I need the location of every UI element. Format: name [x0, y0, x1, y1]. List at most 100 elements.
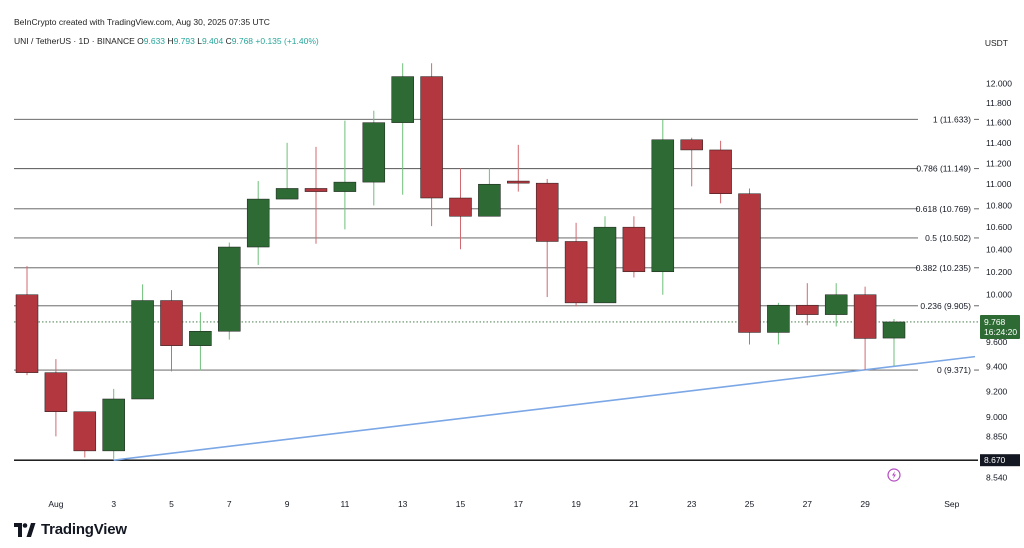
candle-body [362, 122, 386, 183]
candle-body [304, 188, 328, 192]
close-label: C [225, 36, 232, 46]
bearish-candle [449, 168, 472, 250]
bearish-candle [564, 222, 588, 307]
close-value: 9.768 [231, 36, 254, 46]
candle-body [333, 181, 357, 192]
y-tick-label: 9.600 [986, 337, 1008, 347]
current-price-tag [980, 314, 1020, 339]
x-tick-label: 21 [629, 499, 639, 509]
y-tick-label: 8.850 [986, 431, 1008, 441]
bearish-candle [73, 411, 97, 458]
y-tick-label: 11.800 [986, 98, 1012, 108]
fib-level-label: 0.236 (9.905) [920, 301, 971, 311]
bullish-candle [824, 283, 848, 327]
bearish-candle [796, 283, 819, 326]
candle-body [738, 193, 761, 333]
y-tick-label: 11.000 [986, 179, 1012, 189]
x-tick-label: 5 [169, 499, 174, 509]
candle-body [796, 304, 819, 315]
price-change: +0.135 (+1.40%) [255, 36, 319, 46]
bearish-candle [507, 144, 530, 192]
y-tick-label: 11.400 [986, 138, 1012, 148]
x-tick-label: 13 [398, 499, 408, 509]
y-tick-label: 9.400 [986, 361, 1008, 371]
x-tick-label: 17 [514, 499, 524, 509]
bullish-candle [218, 242, 241, 340]
fib-level-label: 0.382 (10.235) [916, 263, 971, 273]
lightning-icon [892, 471, 896, 480]
candle-body [507, 180, 530, 184]
bearish-candle [304, 146, 328, 244]
x-tick-label: 23 [687, 499, 697, 509]
y-tick-label: 9.000 [986, 412, 1008, 422]
candle-body [73, 411, 97, 452]
bearish-candle [853, 286, 877, 371]
x-tick-label: Sep [944, 499, 959, 509]
candlestick-chart[interactable]: 1 (11.633) 0.786 (11.149) 0.618 (10.769) 0.… [0, 0, 1024, 520]
high-value: 9.793 [173, 36, 195, 46]
bullish-candle [478, 168, 501, 217]
bearish-candle [709, 140, 732, 204]
candle-body [824, 294, 848, 315]
candle-body [709, 149, 732, 194]
candle-body [218, 246, 241, 332]
y-axis[interactable]: 12.000 11.800 11.600 11.400 11.200 11.000 10.8… [986, 78, 1012, 482]
y-tick-label: 8.540 [986, 473, 1008, 483]
tradingview-logo-icon [14, 522, 36, 537]
candle-body [853, 294, 877, 339]
x-axis[interactable]: Aug 3 5 7 9 11 13 15 17 19 21 23 25 27 29 Sep [48, 499, 959, 509]
x-tick-label: 7 [227, 499, 232, 509]
bearish-candle [738, 188, 761, 345]
candle-body [246, 198, 270, 248]
symbol-ohlc-legend[interactable]: UNI / TetherUS · 1D · BINANCE O9.633 H9.… [14, 36, 319, 46]
candle-body [535, 182, 559, 242]
candle-body [767, 304, 790, 333]
bullish-candle [102, 388, 125, 459]
bullish-candle [333, 120, 357, 230]
bearish-candle [160, 290, 183, 372]
open-label: O [137, 36, 144, 46]
y-tick-label: 9.200 [986, 386, 1008, 396]
y-tick-label: 11.600 [986, 118, 1012, 128]
x-tick-label: 29 [860, 499, 870, 509]
currency-label[interactable]: USDT [984, 38, 1008, 48]
x-tick-label: 3 [111, 499, 116, 509]
x-tick-label: 11 [340, 499, 349, 509]
countdown-label: 16:24:20 [984, 327, 1017, 337]
fibonacci-levels: 1 (11.633) 0.786 (11.149) 0.618 (10.769) 0.… [14, 114, 1020, 467]
candle-body [420, 76, 443, 199]
candle-body [131, 300, 154, 400]
y-tick-label: 10.800 [986, 200, 1012, 210]
candle-body [275, 188, 299, 200]
support-price-label: 8.670 [984, 455, 1006, 465]
candle-body [44, 372, 68, 412]
y-tick-label: 10.600 [986, 222, 1012, 232]
candle-body [593, 226, 617, 304]
open-value: 9.633 [143, 36, 166, 46]
bearish-candle [622, 216, 646, 278]
candle-body [189, 330, 212, 346]
symbol-label[interactable]: UNI / TetherUS · 1D · BINANCE [14, 36, 135, 46]
y-tick-label: 10.000 [986, 290, 1012, 300]
fib-level-label: 0.618 (10.769) [916, 204, 971, 214]
bullish-candle [246, 181, 270, 265]
x-tick-label: 27 [803, 499, 813, 509]
x-tick-label: 15 [456, 499, 466, 509]
support-price-tag [980, 454, 1020, 467]
high-label: H [167, 36, 174, 46]
bearish-candle [15, 266, 39, 376]
fib-level-label: 1 (11.633) [933, 114, 971, 124]
candle-body [15, 294, 39, 373]
bullish-candle [593, 216, 617, 304]
bullish-candle [362, 110, 386, 206]
bullish-candle [882, 318, 906, 366]
y-tick-label: 10.400 [986, 244, 1012, 254]
candle-body [564, 241, 588, 304]
x-tick-label: Aug [48, 499, 63, 509]
candle-body [391, 76, 414, 123]
chart-credit: BeInCrypto created with TradingView.com,… [14, 17, 270, 27]
event-marker-layer [887, 468, 901, 482]
bullish-candle [767, 302, 790, 345]
y-tick-label: 12.000 [986, 78, 1012, 88]
bullish-candle [275, 142, 299, 200]
